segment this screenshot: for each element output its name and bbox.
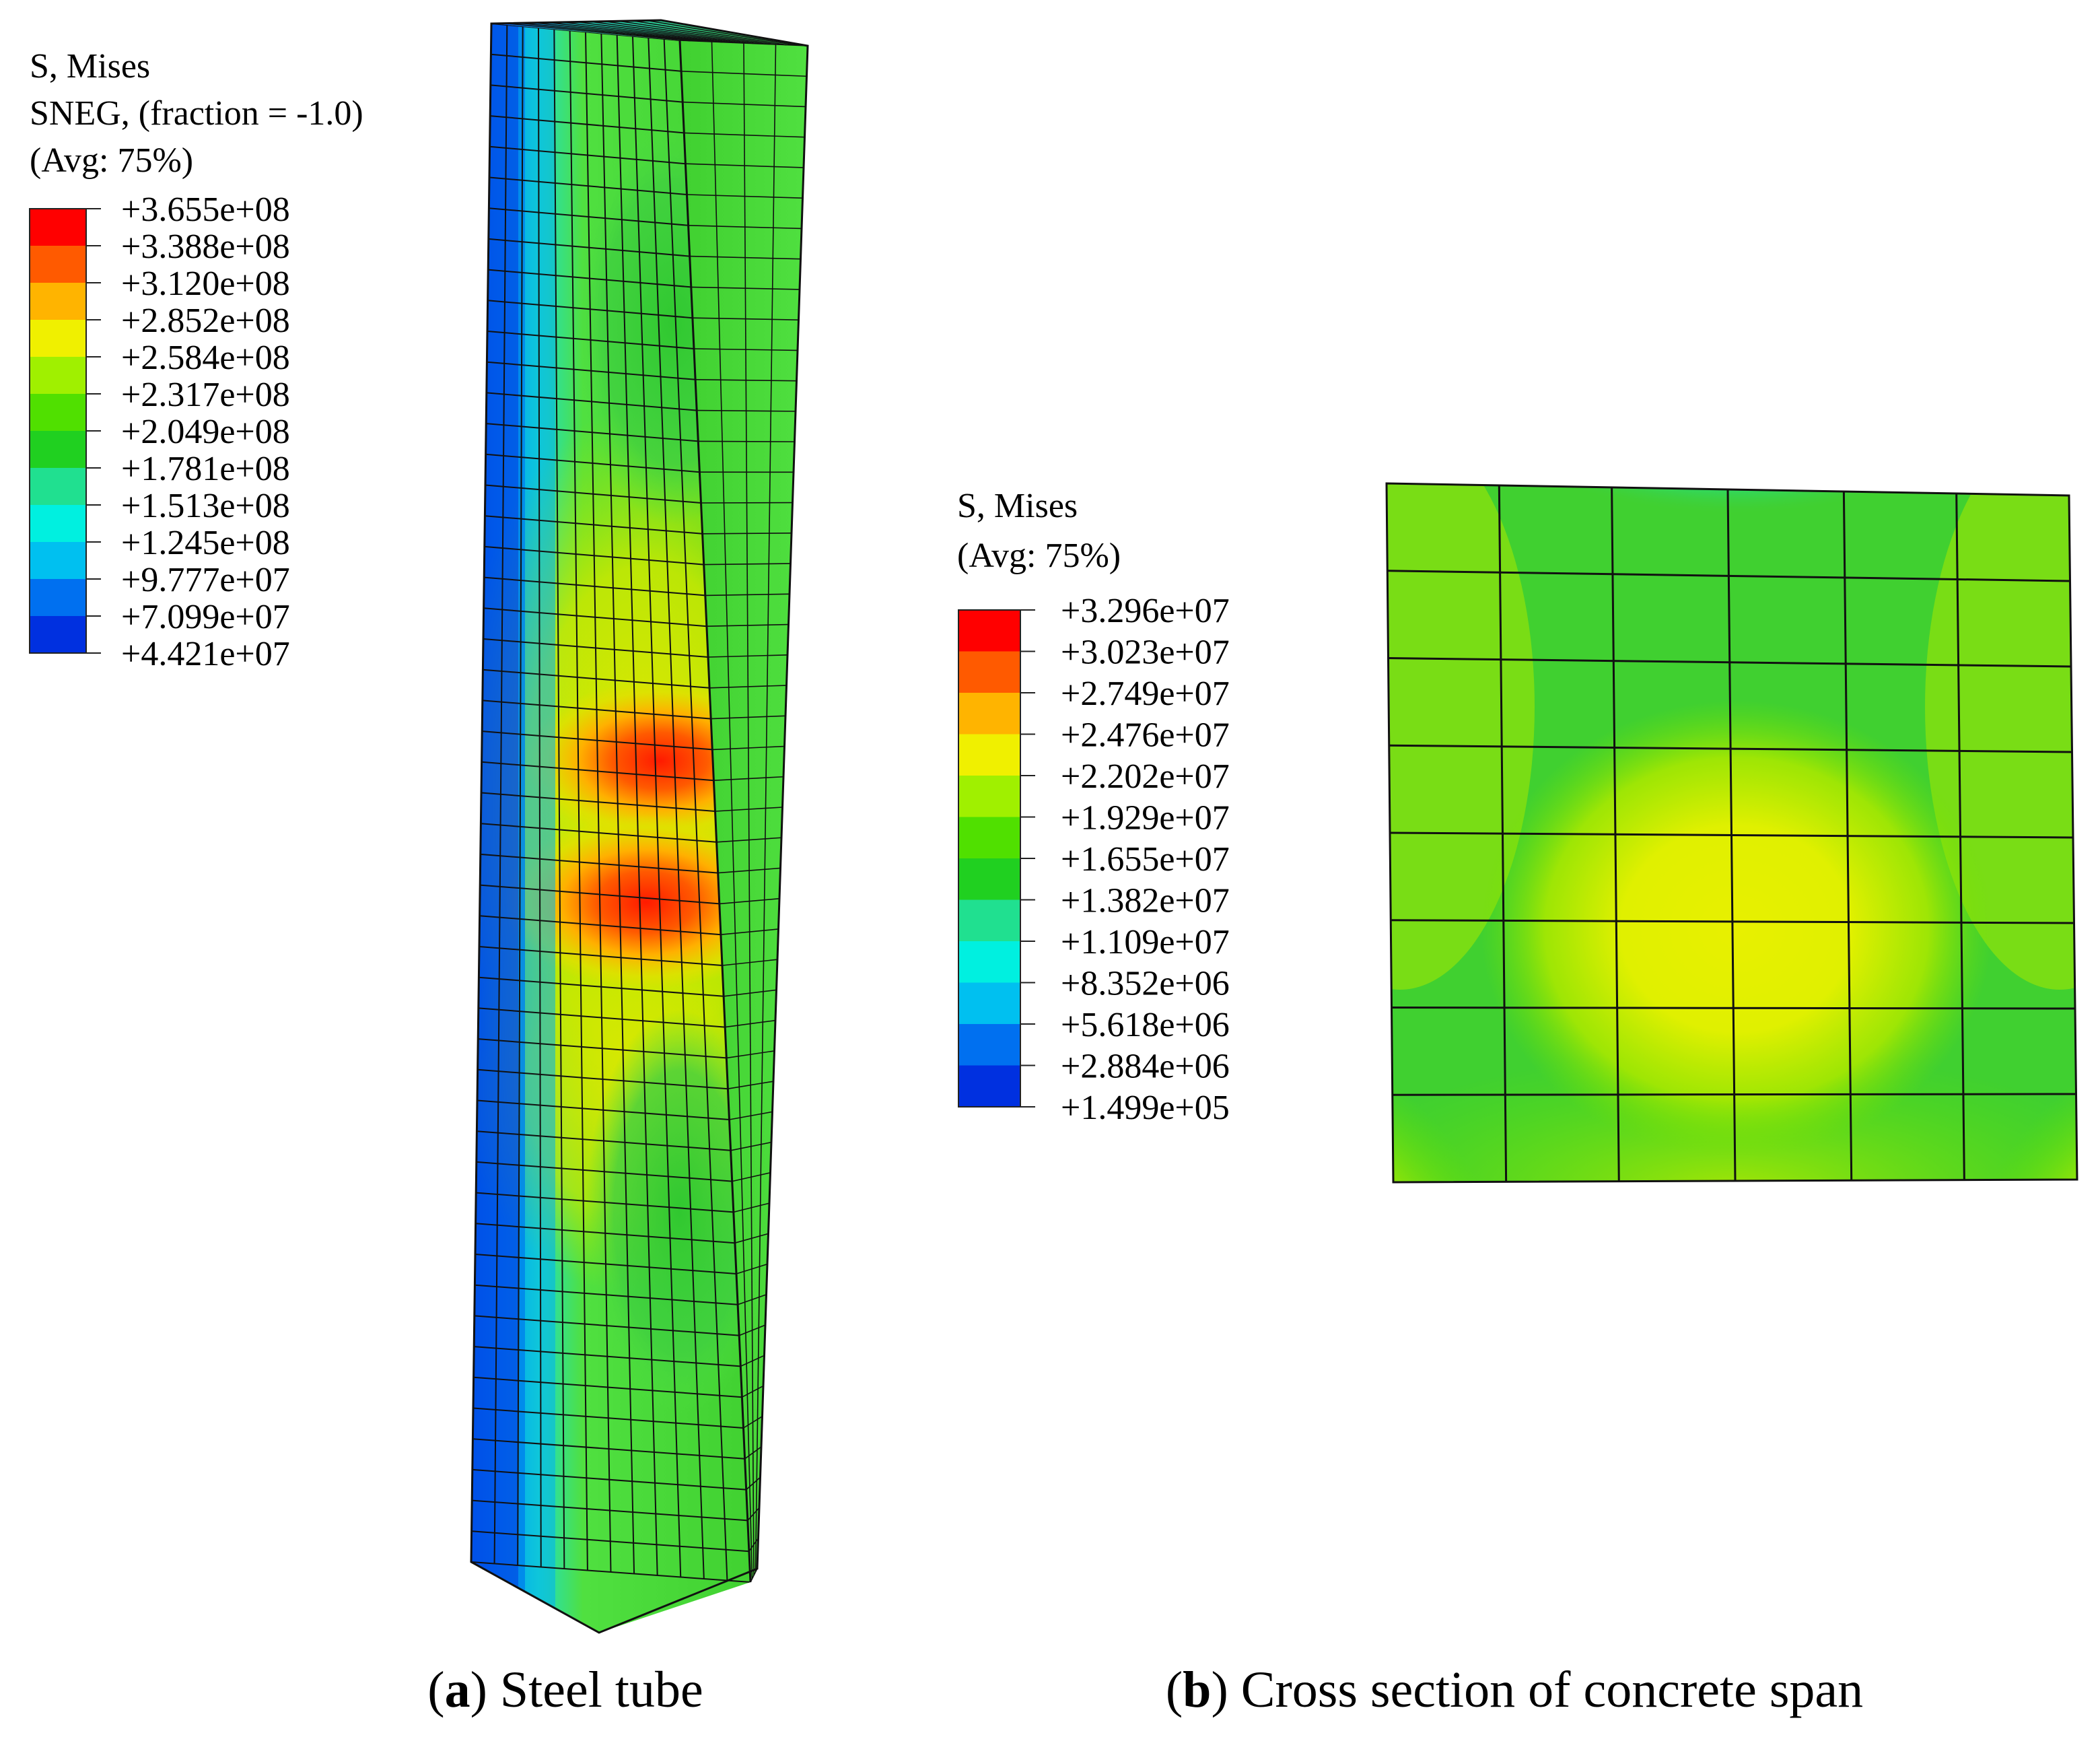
legend-b-tick-label-11: +2.884e+06 — [1061, 1048, 1230, 1086]
legend-a-tick-label-6: +2.049e+08 — [121, 413, 290, 451]
legend-a-tick-label-8: +1.513e+08 — [121, 487, 290, 525]
legend-b-band-3 — [958, 734, 1020, 776]
caption-a: (a) Steel tube — [427, 1662, 703, 1718]
legend-a-tick-label-0: +3.655e+08 — [121, 191, 290, 229]
legend-b-title-line2: (Avg: 75%) — [957, 537, 1121, 575]
legend-a-color-bar — [29, 208, 87, 654]
legend-b-band-8 — [958, 941, 1020, 983]
tube-side-face — [680, 40, 808, 1582]
cross-section-outline — [1385, 482, 2078, 1184]
caption-a-text: Steel tube — [487, 1662, 703, 1718]
legend-b-tick-label-1: +3.023e+07 — [1061, 634, 1230, 672]
legend-b-band-6 — [958, 858, 1020, 900]
caption-b-text: Cross section of concrete span — [1228, 1662, 1863, 1718]
legend-a-band-4 — [30, 357, 86, 394]
caption-b: (b) Cross section of concrete span — [1166, 1662, 1863, 1718]
legend-a-band-3 — [30, 320, 86, 357]
legend-a-tick-label-7: +1.781e+08 — [121, 450, 290, 488]
legend-a-ticks: +3.655e+08+3.388e+08+3.120e+08+2.852e+08… — [86, 191, 290, 673]
legend-a-title-line2: SNEG, (fraction = -1.0) — [30, 94, 363, 133]
legend-b-tick-label-3: +2.476e+07 — [1061, 716, 1230, 755]
legend-b-tick-label-7: +1.382e+07 — [1061, 882, 1230, 920]
legend-a-title-line3: (Avg: 75%) — [30, 141, 193, 180]
legend-a-band-8 — [30, 505, 86, 542]
tube-side-mesh — [505, 20, 808, 1583]
legend-b-tick-label-0: +3.296e+07 — [1061, 592, 1230, 630]
legend-a-band-5 — [30, 394, 86, 431]
legend-a-tick-label-12: +4.421e+07 — [121, 635, 290, 673]
legend-a-band-0 — [30, 209, 86, 246]
legend-a-band-1 — [30, 246, 86, 283]
legend-b-tick-label-2: +2.749e+07 — [1061, 675, 1230, 713]
legend-a-band-2 — [30, 283, 86, 320]
legend-a-title-line1: S, Mises — [30, 47, 150, 86]
legend-b-color-bar — [958, 609, 1021, 1108]
legend-a-tick-label-3: +2.852e+08 — [121, 302, 290, 340]
legend-b-band-9 — [958, 982, 1020, 1024]
legend-b-tick-label-6: +1.655e+07 — [1061, 840, 1230, 879]
legend-b-title-line1: S, Mises — [957, 487, 1078, 525]
caption-a-letter: a — [445, 1662, 470, 1718]
legend-a-tick-label-9: +1.245e+08 — [121, 524, 290, 562]
legend-b-band-2 — [958, 693, 1020, 735]
legend-a-tick-label-5: +2.317e+08 — [121, 376, 290, 414]
legend-a-band-7 — [30, 468, 86, 505]
legend-b-band-10 — [958, 1024, 1020, 1066]
legend-b: S, Mises (Avg: 75%) +3.296e+07 +3.023e+07… — [957, 487, 1230, 1127]
steel-tube-model — [470, 19, 809, 1634]
legend-a-tick-label-1: +3.388e+08 — [121, 228, 290, 266]
caption-b-letter: b — [1183, 1662, 1211, 1718]
legend-b-tick-label-12: +1.499e+05 — [1061, 1089, 1230, 1127]
legend-a-tick-label-2: +3.120e+08 — [121, 265, 290, 303]
legend-b-band-4 — [958, 776, 1020, 817]
legend-a-tick-label-4: +2.584e+08 — [121, 339, 290, 377]
legend-b-tick-label-9: +8.352e+06 — [1061, 965, 1230, 1003]
legend-a-tick-label-11: +7.099e+07 — [121, 598, 290, 636]
legend-a-tick-label-10: +9.777e+07 — [121, 561, 290, 599]
legend-a: S, Mises SNEG, (fraction = -1.0) (Avg: 7… — [29, 47, 363, 673]
legend-b-tick-label-5: +1.929e+07 — [1061, 799, 1230, 838]
legend-b-band-1 — [958, 651, 1020, 693]
legend-a-band-11 — [30, 616, 86, 653]
cross-section-model — [1385, 482, 2078, 1184]
legend-a-band-9 — [30, 542, 86, 579]
cross-section-mesh — [1387, 485, 2076, 1182]
legend-b-band-7 — [958, 899, 1020, 941]
legend-b-tick-label-8: +1.109e+07 — [1061, 923, 1230, 961]
legend-b-band-0 — [958, 610, 1020, 652]
legend-a-band-10 — [30, 579, 86, 616]
legend-b-band-11 — [958, 1065, 1020, 1107]
legend-b-tick-label-10: +5.618e+06 — [1061, 1006, 1230, 1044]
legend-b-ticks: +3.296e+07 +3.023e+07+2.749e+07+2.476e+07… — [1020, 592, 1230, 1127]
legend-b-tick-label-4: +2.202e+07 — [1061, 757, 1230, 796]
legend-b-band-5 — [958, 817, 1020, 858]
legend-a-band-6 — [30, 431, 86, 468]
